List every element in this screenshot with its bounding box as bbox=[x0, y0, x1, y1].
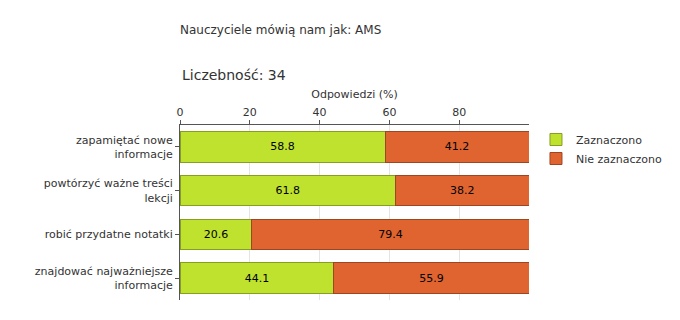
svg-text:58.8: 58.8 bbox=[270, 140, 295, 153]
svg-text:38.2: 38.2 bbox=[450, 184, 475, 197]
svg-text:20: 20 bbox=[243, 106, 257, 119]
svg-text:0: 0 bbox=[177, 106, 184, 119]
svg-text:40: 40 bbox=[313, 106, 327, 119]
svg-text:powtórzyć ważne treścilekcji: powtórzyć ważne treścilekcji bbox=[44, 177, 173, 204]
svg-text:55.9: 55.9 bbox=[419, 272, 444, 285]
svg-text:zapamiętać noweinformacje: zapamiętać noweinformacje bbox=[76, 134, 173, 161]
svg-text:79.4: 79.4 bbox=[378, 228, 403, 241]
svg-text:Odpowiedzi (%): Odpowiedzi (%) bbox=[311, 88, 398, 101]
svg-text:Zaznaczono: Zaznaczono bbox=[576, 134, 642, 147]
svg-text:Liczebność: 34: Liczebność: 34 bbox=[182, 67, 286, 83]
svg-text:20.6: 20.6 bbox=[204, 228, 229, 241]
svg-text:44.1: 44.1 bbox=[245, 272, 270, 285]
svg-text:robić przydatne notatki: robić przydatne notatki bbox=[45, 228, 173, 241]
svg-text:60: 60 bbox=[382, 106, 396, 119]
svg-text:Nie zaznaczono: Nie zaznaczono bbox=[576, 153, 662, 166]
svg-text:znajdować najważniejszeinforma: znajdować najważniejszeinformacje bbox=[35, 265, 173, 292]
svg-text:61.8: 61.8 bbox=[276, 184, 301, 197]
svg-text:Nauczyciele mówią nam jak: AMS: Nauczyciele mówią nam jak: AMS bbox=[180, 23, 381, 37]
svg-text:41.2: 41.2 bbox=[445, 140, 470, 153]
svg-text:80: 80 bbox=[452, 106, 466, 119]
